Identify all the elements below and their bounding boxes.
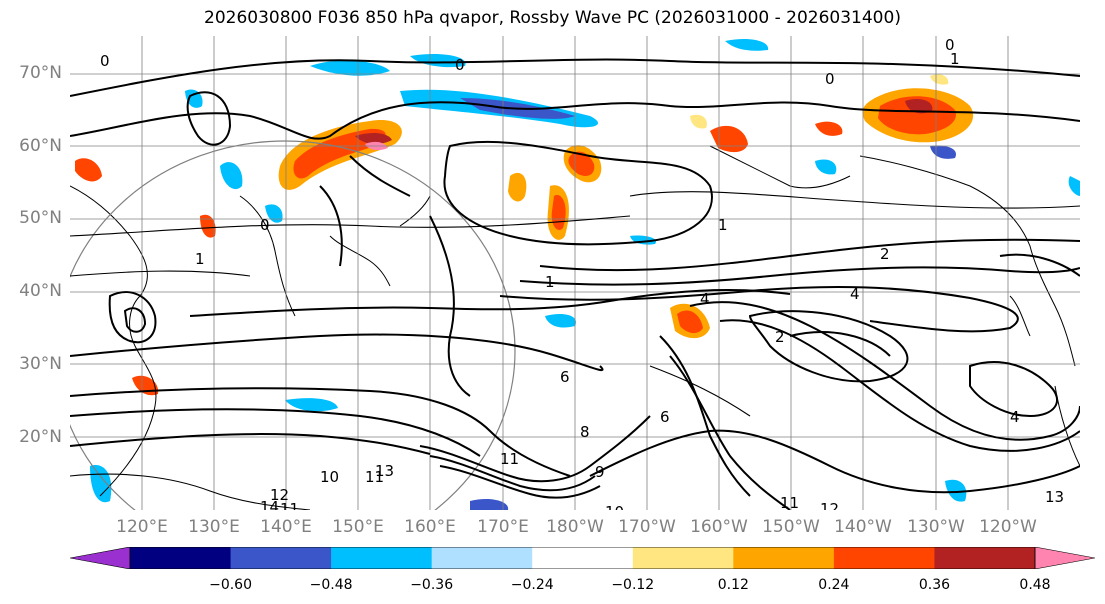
colorbar-bin — [230, 547, 332, 569]
lon-label-160e: 160°E — [404, 517, 456, 537]
contour-label: 10 — [605, 503, 624, 510]
contour-label: 11 — [280, 500, 299, 510]
contour-label: 13 — [1045, 488, 1064, 506]
contour-label: 0 — [260, 216, 270, 234]
colorbar-tick-label: 0.24 — [818, 577, 850, 593]
contour-label: 1 — [950, 50, 960, 68]
colorbar-tick-label: 0.60 — [1101, 577, 1105, 593]
lon-label-150e: 150°E — [332, 517, 384, 537]
contour-label: 6 — [560, 368, 570, 386]
colorbar-bin — [934, 547, 1036, 569]
colorbar-bin — [331, 547, 433, 569]
colorbar-tick-label: −0.36 — [410, 577, 454, 593]
colorbar-tick-label: 0.48 — [1019, 577, 1051, 593]
contour-label: 4 — [700, 290, 710, 308]
lon-label-150w: 150°W — [762, 517, 820, 537]
contour-label: 13 — [375, 462, 394, 480]
colorbar-tick-label: 0.12 — [717, 577, 749, 593]
graticule — [70, 36, 1080, 510]
contour-label: 14 — [260, 498, 279, 510]
lon-label-160w: 160°W — [690, 517, 748, 537]
lon-label-140e: 140°E — [260, 517, 312, 537]
colorbar-bin — [632, 547, 734, 569]
thin-contour-layer — [70, 191, 1080, 510]
lon-label-170e: 170°E — [477, 517, 529, 537]
contour-label: 0 — [945, 36, 955, 54]
colorbar-extend-high — [1034, 547, 1095, 569]
contour-label-layer: 0000011112244466891010111111111212131314… — [100, 36, 1064, 510]
contour-label: 0 — [455, 56, 465, 74]
colorbar — [70, 547, 1095, 569]
lon-label-120e: 120°E — [116, 517, 168, 537]
contour-label: 4 — [850, 285, 860, 303]
contour-label: 0 — [825, 70, 835, 88]
contour-label: 11 — [470, 508, 489, 510]
contour-label: 1 — [195, 250, 205, 268]
lon-label-180w: 180°W — [546, 517, 604, 537]
contour-label: 2 — [775, 328, 785, 346]
colorbar-tick-label: −0.48 — [309, 577, 353, 593]
map-title: 2026030800 F036 850 hPa qvapor, Rossby W… — [204, 8, 901, 28]
contour-label: 6 — [660, 408, 670, 426]
contour-label: 11 — [365, 468, 384, 486]
colorbar-extend-low — [70, 547, 131, 569]
colorbar-bin — [733, 547, 835, 569]
lat-label-20n: 20°N — [19, 427, 62, 447]
lat-label-60n: 60°N — [19, 136, 62, 156]
lon-label-130e: 130°E — [188, 517, 240, 537]
colorbar-bin — [130, 547, 232, 569]
contour-label: 11 — [780, 494, 799, 510]
contour-label: 8 — [580, 423, 590, 441]
lat-label-30n: 30°N — [19, 354, 62, 374]
contour-label: 4 — [1010, 408, 1020, 426]
colorbar-tick-label: −0.60 — [209, 577, 252, 593]
colorbar-bin — [833, 547, 935, 569]
contour-label: 0 — [100, 52, 110, 70]
map-panel: 0000011112244466891010111111111212131314… — [70, 36, 1080, 510]
colorbar-bin — [431, 547, 533, 569]
lon-label-140w: 140°W — [834, 517, 892, 537]
contour-label: 9 — [595, 463, 605, 481]
lon-label-120w: 120°W — [979, 517, 1037, 537]
contour-label: 10 — [320, 468, 339, 486]
contour-label: 2 — [880, 245, 890, 263]
colorbar-tick-label: −0.12 — [611, 577, 655, 593]
colorbar-tick-label: −0.24 — [510, 577, 554, 593]
colorbar-bin — [532, 547, 634, 569]
lon-label-170w: 170°W — [618, 517, 676, 537]
contour-label: 11 — [500, 450, 519, 468]
contour-label: 12 — [270, 486, 289, 504]
lat-label-50n: 50°N — [19, 208, 62, 228]
lat-label-70n: 70°N — [19, 63, 62, 83]
contour-label: 1 — [718, 216, 728, 234]
contour-label: 12 — [820, 500, 839, 510]
contour-label: 1 — [545, 273, 555, 291]
lat-label-40n: 40°N — [19, 281, 62, 301]
region-circle — [70, 140, 516, 510]
contour-layer — [70, 58, 1080, 510]
lon-label-130w: 130°W — [907, 517, 965, 537]
colorbar-tick-label: 0.36 — [918, 577, 951, 593]
coastline-layer — [70, 145, 1080, 497]
